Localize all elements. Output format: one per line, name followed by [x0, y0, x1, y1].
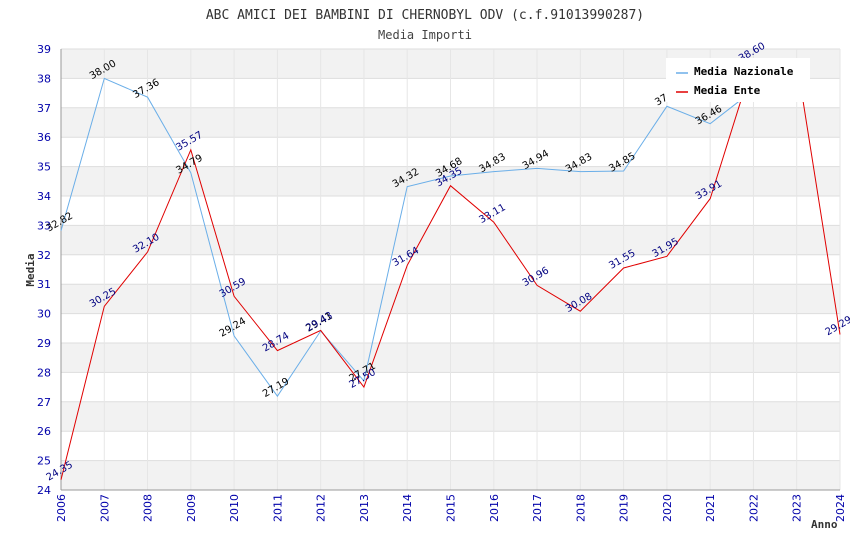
x-tick-label: 2015: [445, 494, 458, 522]
y-tick-label: 36: [37, 131, 51, 144]
y-tick-label: 30: [37, 308, 51, 321]
x-tick-label: 2016: [488, 494, 501, 522]
x-tick-label: 2009: [185, 494, 198, 522]
x-tick-label: 2007: [98, 494, 111, 522]
x-tick-label: 2022: [747, 494, 760, 522]
y-tick-label: 27: [37, 396, 51, 409]
x-tick-label: 2024: [834, 494, 847, 522]
series-lines: [60, 60, 841, 480]
axes: [60, 49, 840, 491]
legend: Media Nazionale Media Ente: [666, 58, 810, 102]
x-tick-label: 2023: [791, 494, 804, 522]
chart-title: ABC AMICI DEI BAMBINI DI CHERNOBYL ODV (…: [206, 8, 644, 23]
y-tick-label: 35: [37, 161, 51, 174]
x-tick-label: 2021: [704, 494, 717, 522]
y-tick-label: 33: [37, 219, 51, 232]
x-tick-label: 2012: [315, 494, 328, 522]
x-axis-ticks: 2006 2007 2008 2009 2010 2011 2012 2013 2014 2015…: [55, 494, 847, 522]
series-line-media-nazionale: [60, 77, 754, 398]
y-tick-label: 32: [37, 249, 51, 262]
y-tick-label: 39: [37, 43, 51, 56]
x-tick-label: 2008: [142, 494, 155, 522]
x-tick-label: 2020: [661, 494, 674, 522]
chart-subtitle: Media Importi: [378, 28, 472, 42]
grid-lines: [60, 48, 841, 491]
y-axis-label: Media: [24, 253, 37, 286]
y-tick-label: 37: [37, 102, 51, 115]
x-tick-label: 2010: [228, 494, 241, 522]
y-tick-label: 28: [37, 366, 51, 379]
legend-label-naz: Media Nazionale: [694, 65, 794, 78]
x-tick-label: 2019: [618, 494, 631, 522]
y-axis-ticks: 24 25 26 27 28 29 30 31 32 33 34 35 36 37 38 39: [37, 43, 51, 497]
x-tick-label: 2017: [531, 494, 544, 522]
y-tick-label: 29: [37, 337, 51, 350]
x-tick-label: 2011: [271, 494, 284, 522]
y-tick-label: 38: [37, 72, 51, 85]
y-tick-label: 34: [37, 190, 51, 203]
x-tick-label: 2013: [358, 494, 371, 522]
x-tick-label: 2018: [574, 494, 587, 522]
legend-box: [666, 58, 810, 102]
legend-label-ente: Media Ente: [694, 84, 761, 97]
x-axis-label: Anno: [811, 518, 838, 531]
series-line-media-ente: [60, 60, 841, 480]
x-tick-label: 2014: [401, 494, 414, 522]
y-tick-label: 26: [37, 425, 51, 438]
y-tick-label: 24: [37, 484, 51, 497]
y-tick-label: 31: [37, 278, 51, 291]
x-tick-label: 2006: [55, 494, 68, 522]
y-tick-label: 25: [37, 455, 51, 468]
